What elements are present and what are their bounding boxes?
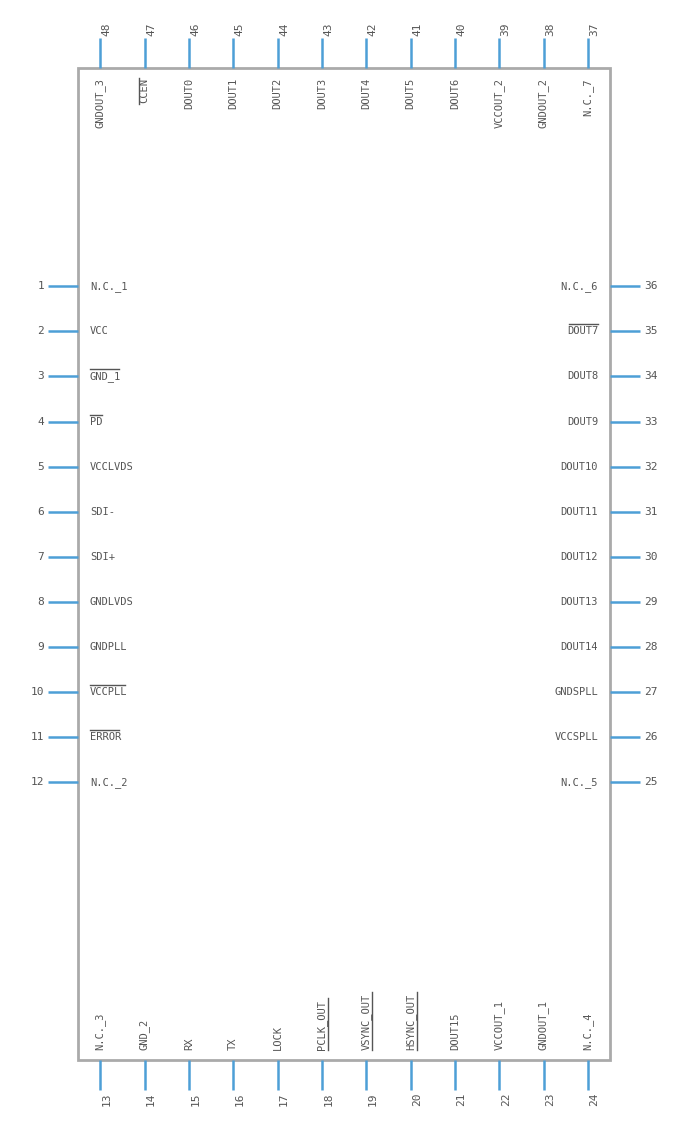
Text: 10: 10 xyxy=(30,687,44,697)
Text: 17: 17 xyxy=(279,1092,289,1105)
Text: DOUT8: DOUT8 xyxy=(567,371,598,381)
Text: 31: 31 xyxy=(644,506,658,517)
Text: 33: 33 xyxy=(644,416,658,426)
Text: GNDOUT_3: GNDOUT_3 xyxy=(95,78,106,127)
Text: VCC: VCC xyxy=(90,326,109,336)
Text: N.C._4: N.C._4 xyxy=(582,1013,593,1050)
Text: 46: 46 xyxy=(191,23,200,36)
Text: 45: 45 xyxy=(235,23,245,36)
Text: 8: 8 xyxy=(37,597,44,607)
Text: 13: 13 xyxy=(102,1092,111,1105)
Text: DOUT5: DOUT5 xyxy=(405,78,416,109)
Text: 4: 4 xyxy=(37,416,44,426)
Text: 22: 22 xyxy=(501,1092,510,1105)
Text: 48: 48 xyxy=(102,23,111,36)
Text: 44: 44 xyxy=(279,23,289,36)
Text: N.C._5: N.C._5 xyxy=(561,777,598,787)
Text: PCLK_OUT: PCLK_OUT xyxy=(316,1001,327,1050)
Text: GND_2: GND_2 xyxy=(139,1019,150,1050)
Text: 6: 6 xyxy=(37,506,44,517)
Text: N.C._6: N.C._6 xyxy=(561,281,598,292)
Text: 9: 9 xyxy=(37,642,44,652)
Text: 47: 47 xyxy=(146,23,156,36)
Text: SDI-: SDI- xyxy=(90,506,115,517)
Text: N.C._2: N.C._2 xyxy=(90,777,127,787)
Text: N.C._3: N.C._3 xyxy=(95,1013,106,1050)
Text: DOUT3: DOUT3 xyxy=(317,78,327,109)
Text: DOUT0: DOUT0 xyxy=(184,78,194,109)
Text: 7: 7 xyxy=(37,552,44,562)
Text: 16: 16 xyxy=(235,1092,245,1105)
Text: 1: 1 xyxy=(37,281,44,291)
Text: 11: 11 xyxy=(30,732,44,742)
Text: 18: 18 xyxy=(323,1092,333,1105)
Text: N.C._7: N.C._7 xyxy=(582,78,593,115)
Text: HSYNC_OUT: HSYNC_OUT xyxy=(405,994,416,1050)
Text: 2: 2 xyxy=(37,326,44,336)
Text: 20: 20 xyxy=(412,1092,422,1105)
Text: 26: 26 xyxy=(644,732,658,742)
Text: GNDLVDS: GNDLVDS xyxy=(90,597,133,607)
Text: 23: 23 xyxy=(545,1092,555,1105)
Text: 3: 3 xyxy=(37,371,44,381)
Text: DOUT9: DOUT9 xyxy=(567,416,598,426)
Text: ERROR: ERROR xyxy=(90,732,121,742)
Text: 24: 24 xyxy=(590,1092,599,1105)
Text: 42: 42 xyxy=(367,23,378,36)
Text: VCCPLL: VCCPLL xyxy=(90,687,127,697)
Text: 19: 19 xyxy=(367,1092,378,1105)
Text: GNDOUT_1: GNDOUT_1 xyxy=(538,1001,549,1050)
Text: 27: 27 xyxy=(644,687,658,697)
Text: 5: 5 xyxy=(37,461,44,472)
Text: 35: 35 xyxy=(644,326,658,336)
Text: GNDPLL: GNDPLL xyxy=(90,642,127,652)
Text: 12: 12 xyxy=(30,777,44,787)
Text: 15: 15 xyxy=(191,1092,200,1105)
Text: 21: 21 xyxy=(456,1092,466,1105)
Text: VCCOUT_1: VCCOUT_1 xyxy=(494,1001,504,1050)
Text: CCEN: CCEN xyxy=(140,78,149,103)
Bar xyxy=(78,68,610,1060)
Text: VCCSPLL: VCCSPLL xyxy=(555,732,598,742)
Text: 43: 43 xyxy=(323,23,333,36)
Text: 37: 37 xyxy=(590,23,599,36)
Text: 14: 14 xyxy=(146,1092,156,1105)
Text: 39: 39 xyxy=(501,23,510,36)
Text: VSYNC_OUT: VSYNC_OUT xyxy=(361,994,372,1050)
Text: 32: 32 xyxy=(644,461,658,472)
Text: 28: 28 xyxy=(644,642,658,652)
Text: DOUT10: DOUT10 xyxy=(561,461,598,472)
Text: 36: 36 xyxy=(644,281,658,291)
Text: DOUT13: DOUT13 xyxy=(561,597,598,607)
Text: DOUT7: DOUT7 xyxy=(567,326,598,336)
Text: RX: RX xyxy=(184,1038,194,1050)
Text: 30: 30 xyxy=(644,552,658,562)
Text: DOUT2: DOUT2 xyxy=(272,78,283,109)
Text: 34: 34 xyxy=(644,371,658,381)
Text: DOUT1: DOUT1 xyxy=(228,78,238,109)
Text: DOUT15: DOUT15 xyxy=(450,1013,460,1050)
Text: 40: 40 xyxy=(456,23,466,36)
Text: SDI+: SDI+ xyxy=(90,552,115,562)
Text: N.C._1: N.C._1 xyxy=(90,281,127,292)
Text: 41: 41 xyxy=(412,23,422,36)
Text: DOUT6: DOUT6 xyxy=(450,78,460,109)
Text: VCCLVDS: VCCLVDS xyxy=(90,461,133,472)
Text: GNDSPLL: GNDSPLL xyxy=(555,687,598,697)
Text: PD: PD xyxy=(90,416,103,426)
Text: DOUT12: DOUT12 xyxy=(561,552,598,562)
Text: GND_1: GND_1 xyxy=(90,371,121,382)
Text: LOCK: LOCK xyxy=(272,1025,283,1050)
Text: VCCOUT_2: VCCOUT_2 xyxy=(494,78,504,127)
Text: TX: TX xyxy=(228,1038,238,1050)
Text: 29: 29 xyxy=(644,597,658,607)
Text: DOUT11: DOUT11 xyxy=(561,506,598,517)
Text: GNDOUT_2: GNDOUT_2 xyxy=(538,78,549,127)
Text: DOUT4: DOUT4 xyxy=(361,78,371,109)
Text: DOUT14: DOUT14 xyxy=(561,642,598,652)
Text: 38: 38 xyxy=(545,23,555,36)
Text: 25: 25 xyxy=(644,777,658,787)
